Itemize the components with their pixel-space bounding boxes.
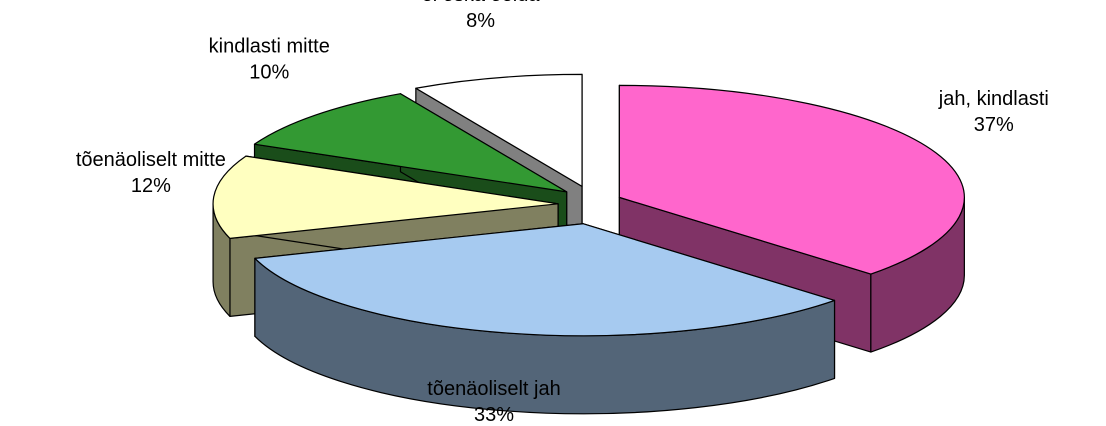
slice-value-label: 33%: [474, 404, 514, 426]
slice-value-label: 8%: [466, 10, 495, 32]
slice-top: [253, 93, 568, 193]
slice-label: tõenäoliselt jah: [427, 378, 560, 400]
slice-label: tõenäoliselt mitte: [76, 149, 226, 171]
slice-label: jah, kindlasti: [938, 88, 1049, 110]
slice-top: [212, 155, 559, 240]
slice-label: kindlasti mitte: [209, 36, 330, 58]
slice-top: [618, 84, 965, 275]
slice: [254, 223, 836, 415]
slice-top: [415, 73, 583, 188]
slice-value-label: 10%: [249, 62, 289, 84]
slice-top: [254, 223, 836, 337]
slice-label: ei oska öelda: [422, 0, 541, 6]
slice-value-label: 37%: [974, 114, 1014, 136]
slice-value-label: 12%: [131, 175, 171, 197]
